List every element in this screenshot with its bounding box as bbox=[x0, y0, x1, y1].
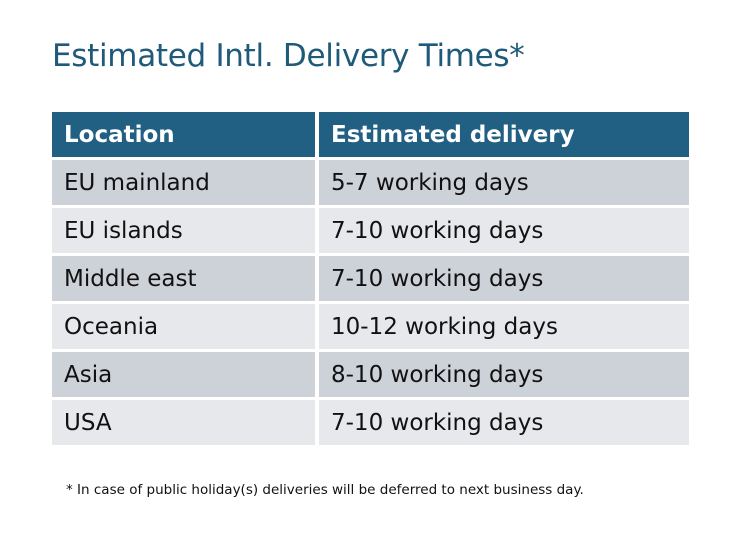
table-row: Middle east 7-10 working days bbox=[52, 256, 689, 301]
column-header-estimated-delivery: Estimated delivery bbox=[319, 112, 689, 157]
table-row: EU islands 7-10 working days bbox=[52, 208, 689, 253]
delivery-cell: 7-10 working days bbox=[319, 400, 689, 445]
location-cell: Asia bbox=[52, 352, 315, 397]
location-cell: EU islands bbox=[52, 208, 315, 253]
location-cell: Middle east bbox=[52, 256, 315, 301]
table-row: Oceania 10-12 working days bbox=[52, 304, 689, 349]
table-row: USA 7-10 working days bbox=[52, 400, 689, 445]
page-title: Estimated Intl. Delivery Times* bbox=[52, 38, 525, 74]
table-header-row: Location Estimated delivery bbox=[52, 112, 689, 157]
delivery-table: Location Estimated delivery EU mainland … bbox=[48, 109, 693, 448]
location-cell: Oceania bbox=[52, 304, 315, 349]
delivery-cell: 7-10 working days bbox=[319, 256, 689, 301]
delivery-cell: 10-12 working days bbox=[319, 304, 689, 349]
location-cell: USA bbox=[52, 400, 315, 445]
column-header-location: Location bbox=[52, 112, 315, 157]
table-row: EU mainland 5-7 working days bbox=[52, 160, 689, 205]
table-row: Asia 8-10 working days bbox=[52, 352, 689, 397]
delivery-cell: 5-7 working days bbox=[319, 160, 689, 205]
location-cell: EU mainland bbox=[52, 160, 315, 205]
delivery-cell: 8-10 working days bbox=[319, 352, 689, 397]
delivery-cell: 7-10 working days bbox=[319, 208, 689, 253]
footnote: * In case of public holiday(s) deliverie… bbox=[66, 482, 584, 498]
